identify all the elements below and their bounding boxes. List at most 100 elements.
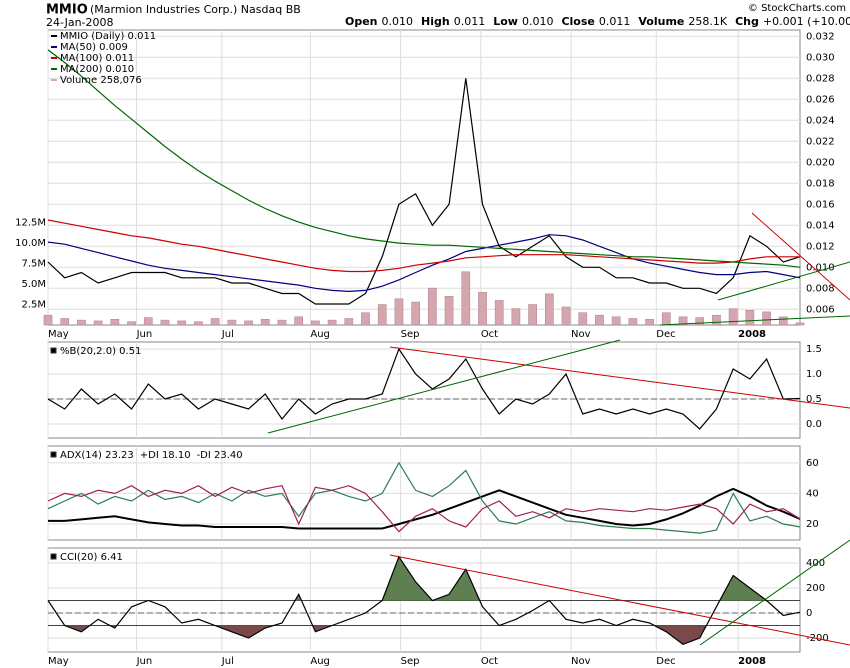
panel-frame (47, 29, 801, 326)
x-tick-label: Aug (310, 329, 330, 340)
copyright: © StockCharts.com (748, 3, 846, 14)
x-tick-label: Jul (221, 656, 234, 667)
y-tick-label: 0.010 (806, 262, 835, 273)
volume-bar (678, 316, 688, 326)
quote-label: Open (345, 15, 378, 28)
quote: Open 0.010 High 0.011 Low 0.010 Close 0.011 Volu… (345, 15, 850, 28)
volume-bar (461, 271, 471, 326)
x-tick-label: Aug (310, 656, 330, 667)
y-tick-label: 0.032 (806, 31, 835, 42)
volume-bar (478, 291, 487, 326)
volume-bar (210, 318, 220, 326)
volume-bar (327, 319, 337, 326)
quote-value: +0.001 (+10.00%) (763, 15, 850, 28)
y-tick-label: 0.026 (806, 94, 835, 105)
volume-bar (110, 319, 120, 326)
volume-bar (561, 306, 571, 326)
volume-bar (444, 296, 454, 326)
y-tick-label: 60 (806, 458, 819, 469)
y-tick-label: 20 (806, 519, 819, 530)
x-tick-label: 2008 (738, 329, 766, 340)
volume-bar (611, 316, 621, 326)
volume-bar (695, 317, 705, 326)
volume-bar (311, 320, 320, 326)
series-line (47, 49, 801, 268)
legend-label: +DI 18.10 (140, 450, 191, 461)
volume-bar (645, 319, 654, 326)
volume-bar (528, 304, 537, 326)
quote-value: 0.010 (522, 15, 554, 28)
volume-bar (778, 316, 788, 326)
legend-swatch (50, 451, 57, 458)
trendline (659, 315, 850, 326)
date: 24-Jan-2008 (46, 16, 114, 29)
y-tick-label: 0.008 (806, 283, 835, 294)
y-tick-label: 0.030 (806, 52, 835, 63)
trendlines (267, 212, 850, 646)
x-tick-label: Jun (136, 329, 153, 340)
x-tick-label: Oct (481, 656, 498, 667)
volume-bar (277, 319, 287, 326)
y2-tick-label: 5.0M (21, 279, 46, 290)
volume-bar (143, 317, 153, 326)
series-line (47, 461, 801, 534)
volume-bar (93, 320, 103, 326)
volume-bar (511, 308, 521, 326)
x-tick-label: Dec (656, 656, 675, 667)
volume-bar (127, 321, 136, 326)
quote-value: 0.011 (454, 15, 486, 28)
x-tick-label: Oct (481, 329, 498, 340)
legend-label: %B(20,2.0) 0.51 (60, 346, 141, 357)
volume-bar (194, 321, 203, 326)
y-tick-label: 0.0 (806, 419, 822, 430)
volume-bar (294, 316, 304, 326)
quote-label: Volume (638, 15, 684, 28)
legend-label: Volume 258,076 (60, 75, 142, 86)
volume-bar (244, 320, 253, 326)
y-tick-label: 400 (806, 558, 825, 569)
trendline (389, 554, 850, 646)
y-tick-label: 1.0 (806, 369, 822, 380)
x-tick-label: Sep (401, 656, 420, 667)
trendline (267, 339, 621, 434)
volume-bar (628, 318, 638, 326)
x-tick-label: Nov (571, 656, 591, 667)
y-tick-label: 40 (806, 488, 819, 499)
x-tick-label: May (48, 329, 69, 340)
y2-tick-label: 12.5M (15, 218, 46, 229)
series-line (47, 219, 800, 273)
quote-label: Low (493, 15, 518, 28)
panel-frame (47, 341, 801, 439)
volume-bar (411, 301, 420, 326)
volume-bar (795, 322, 805, 326)
legend-swatch (51, 35, 57, 37)
legend-label: MA(50) 0.009 (60, 42, 128, 53)
quote-label: Close (561, 15, 594, 28)
volume-bar (43, 314, 53, 326)
legend-label: MMIO (Daily) 0.011 (60, 31, 156, 42)
volume-bar (260, 319, 270, 326)
legend-swatch (50, 553, 57, 560)
series-line (48, 487, 801, 530)
volume-bar (595, 314, 604, 326)
volume-bar (712, 314, 721, 326)
volume-bar (762, 311, 771, 326)
volume-bar (177, 320, 187, 326)
y-tick-label: 0 (806, 608, 812, 619)
volume-bar (728, 308, 738, 326)
legend-swatch (50, 347, 57, 354)
y-tick-label: 0.006 (806, 304, 835, 315)
series-line (47, 347, 801, 430)
x-tick-label: Jul (221, 329, 234, 340)
y-tick-label: 0.5 (806, 394, 822, 405)
series-line (47, 234, 801, 293)
trendline (751, 212, 850, 301)
legend-label: ADX(14) 23.23 (60, 450, 134, 461)
y-tick-label: 0.018 (806, 178, 835, 189)
quote-value: 258.1K (688, 15, 727, 28)
x-tick-label: Jun (136, 656, 153, 667)
y-tick-label: 0.024 (806, 115, 835, 126)
y2-tick-label: 10.0M (15, 238, 46, 249)
volume-bar (544, 293, 554, 326)
